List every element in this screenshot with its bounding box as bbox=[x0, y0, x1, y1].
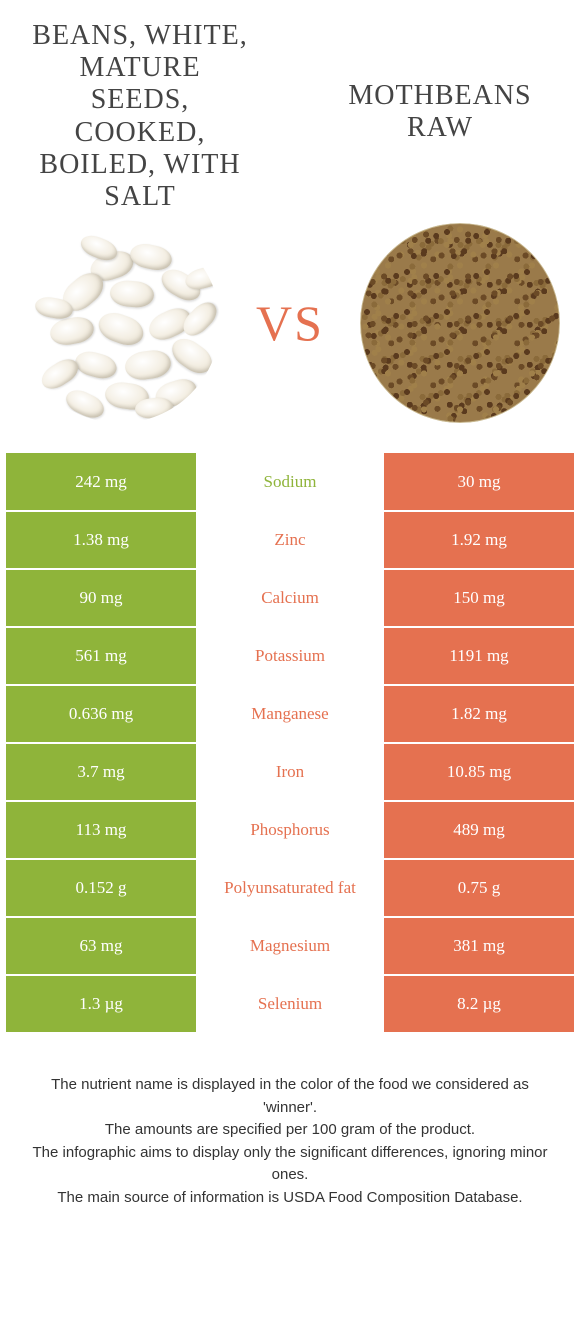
table-row: 0.636 mgManganese1.82 mg bbox=[6, 685, 574, 743]
mothbeans-texture bbox=[360, 223, 560, 423]
table-row: 242 mgSodium30 mg bbox=[6, 453, 574, 511]
right-value: 381 mg bbox=[384, 917, 574, 975]
header: BEANS, WHITE, MATURE SEEDS, COOKED, BOIL… bbox=[0, 0, 580, 223]
left-value: 63 mg bbox=[6, 917, 196, 975]
right-value: 0.75 g bbox=[384, 859, 574, 917]
right-value: 489 mg bbox=[384, 801, 574, 859]
left-food-title: BEANS, WHITE, MATURE SEEDS, COOKED, BOIL… bbox=[30, 20, 250, 213]
footer-line: The amounts are specified per 100 gram o… bbox=[24, 1119, 556, 1142]
footer-line: The nutrient name is displayed in the co… bbox=[24, 1074, 556, 1119]
vs-label: VS bbox=[256, 294, 324, 352]
footer-line: The main source of information is USDA F… bbox=[24, 1187, 556, 1210]
right-food-image bbox=[360, 223, 560, 423]
table-row: 1.38 mgZinc1.92 mg bbox=[6, 511, 574, 569]
left-value: 0.152 g bbox=[6, 859, 196, 917]
left-value: 113 mg bbox=[6, 801, 196, 859]
footer-notes: The nutrient name is displayed in the co… bbox=[0, 1034, 580, 1209]
table-row: 113 mgPhosphorus489 mg bbox=[6, 801, 574, 859]
left-value: 90 mg bbox=[6, 569, 196, 627]
left-value: 3.7 mg bbox=[6, 743, 196, 801]
nutrient-label: Zinc bbox=[196, 511, 384, 569]
nutrient-label: Magnesium bbox=[196, 917, 384, 975]
right-value: 10.85 mg bbox=[384, 743, 574, 801]
right-value: 8.2 µg bbox=[384, 975, 574, 1033]
left-value: 1.3 µg bbox=[6, 975, 196, 1033]
right-value: 30 mg bbox=[384, 453, 574, 511]
right-food-title: MOTHBEANS RAW bbox=[330, 80, 550, 144]
footer-line: The infographic aims to display only the… bbox=[24, 1142, 556, 1187]
table-row: 0.152 gPolyunsaturated fat0.75 g bbox=[6, 859, 574, 917]
nutrient-label: Iron bbox=[196, 743, 384, 801]
nutrient-label: Potassium bbox=[196, 627, 384, 685]
table-row: 1.3 µgSelenium8.2 µg bbox=[6, 975, 574, 1033]
nutrient-label: Manganese bbox=[196, 685, 384, 743]
nutrient-table: 242 mgSodium30 mg1.38 mgZinc1.92 mg90 mg… bbox=[6, 453, 574, 1034]
left-value: 0.636 mg bbox=[6, 685, 196, 743]
nutrient-label: Polyunsaturated fat bbox=[196, 859, 384, 917]
nutrient-label: Selenium bbox=[196, 975, 384, 1033]
right-value: 1.82 mg bbox=[384, 685, 574, 743]
right-value: 1191 mg bbox=[384, 627, 574, 685]
left-value: 1.38 mg bbox=[6, 511, 196, 569]
left-value: 561 mg bbox=[6, 627, 196, 685]
table-row: 3.7 mgIron10.85 mg bbox=[6, 743, 574, 801]
nutrient-label: Calcium bbox=[196, 569, 384, 627]
table-row: 63 mgMagnesium381 mg bbox=[6, 917, 574, 975]
images-row: VS bbox=[0, 223, 580, 453]
table-row: 90 mgCalcium150 mg bbox=[6, 569, 574, 627]
nutrient-label: Phosphorus bbox=[196, 801, 384, 859]
left-value: 242 mg bbox=[6, 453, 196, 511]
left-food-image bbox=[20, 223, 220, 423]
right-value: 1.92 mg bbox=[384, 511, 574, 569]
table-row: 561 mgPotassium1191 mg bbox=[6, 627, 574, 685]
right-value: 150 mg bbox=[384, 569, 574, 627]
nutrient-label: Sodium bbox=[196, 453, 384, 511]
